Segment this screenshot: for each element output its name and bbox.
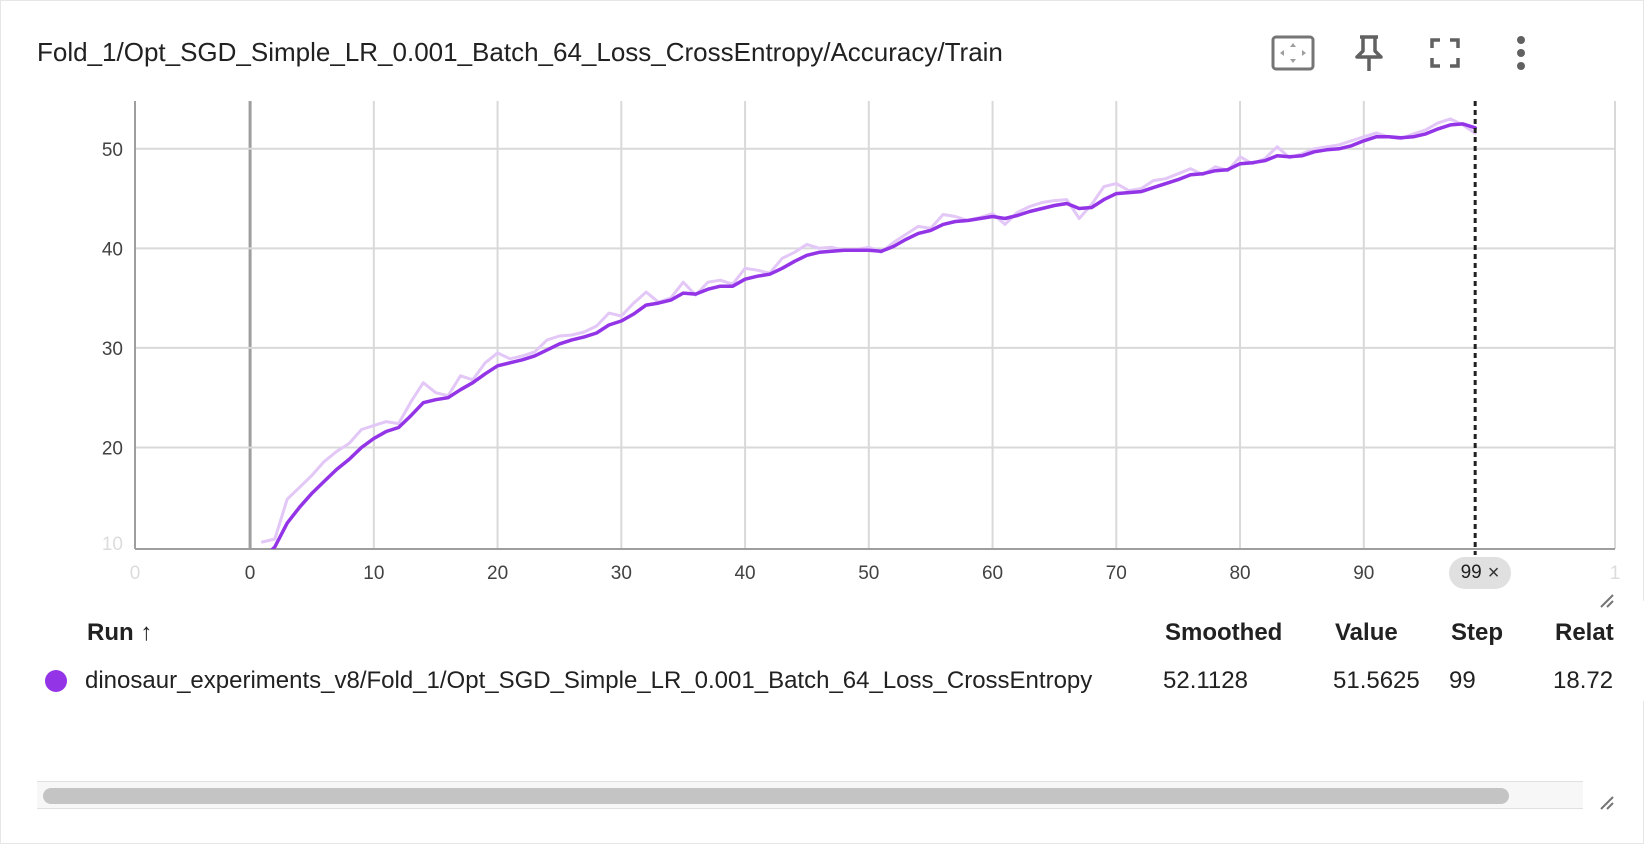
pin-icon[interactable]: [1345, 29, 1393, 77]
grid: [135, 101, 1616, 549]
series-layer: [261, 117, 1477, 549]
fullscreen-icon[interactable]: [1421, 29, 1469, 77]
tick-labels: 0 10 20 30 40 50 60 70 80 90 0 1 20 30 40 50 10: [102, 140, 1620, 584]
raw-series-line: [261, 117, 1477, 544]
smoothed-column-header[interactable]: Smoothed: [1165, 619, 1283, 646]
resize-handle-icon[interactable]: [1597, 591, 1615, 609]
x-tick-label: 70: [1106, 563, 1127, 584]
x-tick-label-faded: 0: [130, 563, 141, 584]
more-vert-icon[interactable]: [1497, 29, 1545, 77]
close-icon[interactable]: ×: [1487, 561, 1500, 584]
fit-to-data-icon[interactable]: [1269, 29, 1317, 77]
value-column-header[interactable]: Value: [1335, 619, 1398, 646]
x-tick-label: 0: [245, 563, 256, 584]
smoothed-series-line: [270, 122, 1477, 549]
axes: [134, 101, 1615, 550]
scrollbar-thumb[interactable]: [43, 788, 1509, 804]
value-cell: 51.5625: [1333, 667, 1420, 694]
horizontal-scrollbar[interactable]: [37, 781, 1583, 809]
x-tick-label-faded: 1: [1610, 563, 1621, 584]
step-chip[interactable]: 99 ×: [1449, 557, 1511, 589]
x-tick-label: 80: [1229, 563, 1250, 584]
resize-handle-bottom-icon[interactable]: [1597, 793, 1615, 811]
x-tick-label: 20: [487, 563, 508, 584]
y-tick-label: 20: [102, 438, 123, 459]
step-chip-value: 99: [1460, 562, 1482, 583]
y-tick-label: 50: [102, 140, 123, 161]
step-cell: 99: [1449, 667, 1476, 694]
smoothed-value-cell: 52.1128: [1163, 667, 1248, 694]
step-column-header[interactable]: Step: [1451, 619, 1504, 646]
y-tick-label: 40: [102, 239, 123, 260]
table-clip-edge: [1615, 601, 1646, 701]
line-chart[interactable]: 0 10 20 30 40 50 60 70 80 90 0 1 20 30 40 50 10: [1, 1, 1646, 601]
y-tick-label: 30: [102, 339, 123, 360]
y-tick-label-faded: 10: [102, 534, 123, 555]
x-tick-label: 50: [858, 563, 879, 584]
x-tick-label: 10: [363, 563, 384, 584]
relative-cell: 18.72: [1553, 667, 1614, 694]
x-tick-label: 30: [611, 563, 632, 584]
relative-column-header[interactable]: Relat: [1555, 619, 1614, 646]
x-tick-label: 40: [734, 563, 755, 584]
run-color-dot: [45, 670, 67, 692]
card-title: Fold_1/Opt_SGD_Simple_LR_0.001_Batch_64_…: [37, 37, 1003, 67]
sort-arrow-icon: ↑: [140, 619, 153, 646]
x-tick-label: 60: [982, 563, 1003, 584]
run-name-cell: dinosaur_experiments_v8/Fold_1/Opt_SGD_S…: [85, 667, 1093, 694]
x-tick-label: 90: [1353, 563, 1374, 584]
run-column-header[interactable]: Run ↑: [87, 619, 153, 646]
